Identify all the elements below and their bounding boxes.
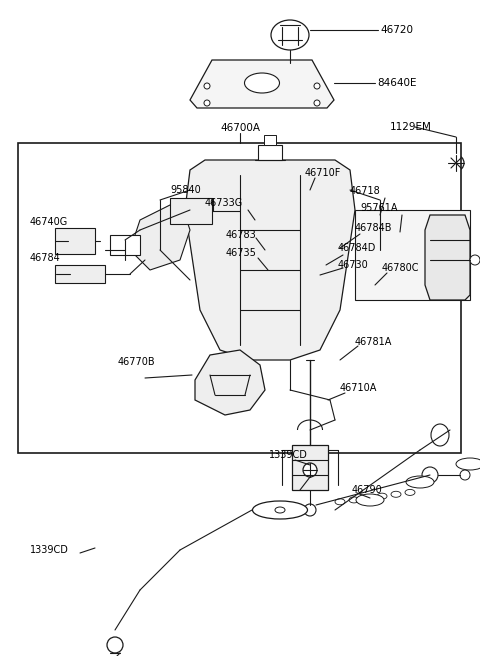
- Text: 46718: 46718: [350, 186, 381, 196]
- Ellipse shape: [406, 476, 434, 488]
- Text: 46780C: 46780C: [382, 263, 420, 273]
- Text: 46790: 46790: [352, 485, 383, 495]
- Ellipse shape: [391, 491, 401, 497]
- Circle shape: [448, 155, 464, 171]
- Circle shape: [107, 637, 123, 653]
- Polygon shape: [195, 350, 265, 415]
- Bar: [264, 135, 276, 145]
- Ellipse shape: [349, 497, 359, 503]
- Polygon shape: [130, 200, 190, 270]
- Text: 46733G: 46733G: [205, 198, 243, 208]
- Text: 46710A: 46710A: [340, 383, 377, 393]
- Text: 46710F: 46710F: [305, 168, 341, 178]
- Ellipse shape: [356, 494, 384, 506]
- Ellipse shape: [275, 507, 285, 513]
- Text: 46700A: 46700A: [220, 123, 260, 133]
- Circle shape: [314, 83, 320, 89]
- Ellipse shape: [271, 20, 309, 50]
- Circle shape: [314, 100, 320, 106]
- Circle shape: [470, 255, 480, 265]
- Bar: [18, 143, 461, 453]
- Text: 46730: 46730: [338, 260, 369, 270]
- Ellipse shape: [363, 495, 373, 501]
- Circle shape: [460, 470, 470, 480]
- Ellipse shape: [335, 499, 345, 504]
- Ellipse shape: [244, 73, 279, 93]
- Text: 46740G: 46740G: [30, 217, 68, 227]
- Text: 46784D: 46784D: [338, 243, 376, 253]
- Circle shape: [304, 504, 316, 516]
- Text: 46781A: 46781A: [355, 337, 392, 347]
- Text: 46784: 46784: [30, 253, 61, 263]
- Polygon shape: [425, 215, 470, 300]
- Circle shape: [303, 463, 317, 477]
- Text: 46784B: 46784B: [355, 223, 393, 233]
- Text: 1339CD: 1339CD: [269, 450, 307, 460]
- Ellipse shape: [252, 501, 308, 519]
- Bar: [258, 145, 282, 160]
- Bar: [55, 228, 95, 254]
- Text: 46735: 46735: [226, 248, 257, 258]
- Bar: [55, 265, 105, 283]
- Ellipse shape: [405, 489, 415, 495]
- Text: 46770B: 46770B: [118, 357, 156, 367]
- Text: 95761A: 95761A: [360, 203, 397, 213]
- Ellipse shape: [377, 493, 387, 499]
- Bar: [110, 235, 140, 255]
- Circle shape: [204, 100, 210, 106]
- Text: 46720: 46720: [380, 25, 413, 35]
- Ellipse shape: [431, 424, 449, 446]
- Circle shape: [422, 467, 438, 483]
- Text: 46783: 46783: [226, 230, 257, 240]
- Text: 1339CD: 1339CD: [30, 545, 69, 555]
- Text: 95840: 95840: [170, 185, 201, 195]
- Ellipse shape: [456, 458, 480, 470]
- Polygon shape: [185, 160, 355, 360]
- Text: 84640E: 84640E: [377, 78, 417, 88]
- Polygon shape: [190, 60, 334, 108]
- Polygon shape: [355, 210, 470, 300]
- Circle shape: [204, 83, 210, 89]
- Bar: [292, 445, 328, 490]
- Bar: [170, 198, 212, 224]
- Text: 1129EM: 1129EM: [390, 122, 432, 132]
